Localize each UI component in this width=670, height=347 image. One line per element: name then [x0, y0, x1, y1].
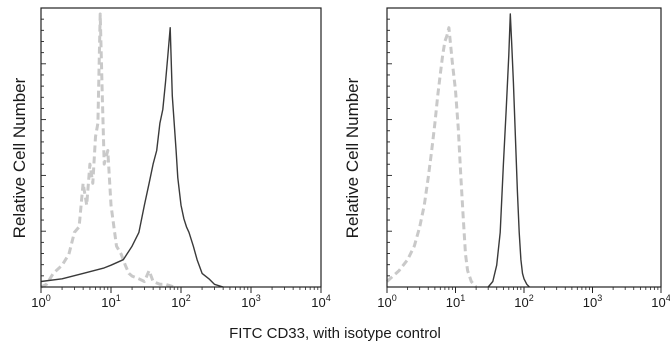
right-y-ticks: [387, 7, 392, 288]
shared-x-axis-label: FITC CD33, with isotype control: [229, 325, 441, 342]
right-x-tick-label: 101: [446, 293, 465, 310]
left-series-cd33-line: [40, 27, 224, 288]
left-series-layer: [40, 12, 224, 289]
left-x-tick-label: 101: [101, 293, 120, 310]
right-series-layer: [385, 13, 530, 288]
left-series-isotype-control-line: [40, 12, 175, 289]
left-panel: Relative Cell Number 100 101 102 103 104: [10, 7, 331, 310]
left-x-tick-label: 104: [311, 293, 330, 310]
right-series-isotype-control-line: [385, 26, 478, 288]
left-x-ticks: 100 101 102 103 104: [31, 287, 331, 310]
right-plot-frame: [386, 7, 662, 288]
left-plot-frame: [40, 7, 322, 288]
left-y-axis-label: Relative Cell Number: [10, 77, 29, 238]
left-x-tick-label: 100: [31, 293, 50, 310]
right-y-axis-label: Relative Cell Number: [343, 77, 362, 238]
right-series-cd33-line: [487, 13, 530, 288]
left-x-tick-label: 103: [241, 293, 260, 310]
right-x-tick-label: 100: [377, 293, 396, 310]
right-x-ticks: 100 101 102 103 104: [377, 287, 670, 310]
right-x-tick-label: 103: [583, 293, 602, 310]
left-y-ticks: [41, 7, 46, 288]
right-panel: Relative Cell Number 100 101 102 103 104: [343, 7, 670, 310]
left-x-tick-label: 102: [171, 293, 190, 310]
right-x-tick-label: 104: [651, 293, 670, 310]
right-x-tick-label: 102: [514, 293, 533, 310]
